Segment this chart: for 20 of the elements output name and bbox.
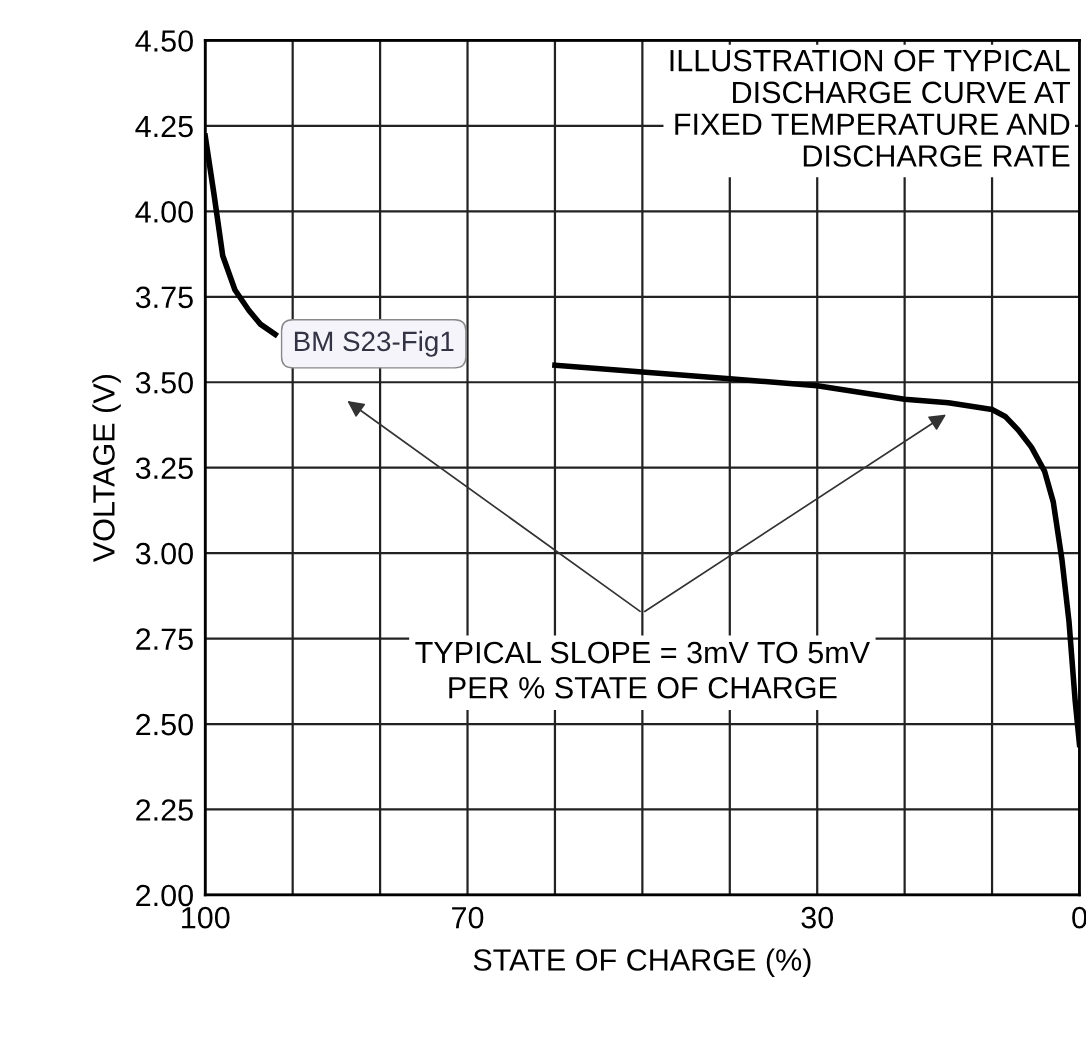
x-tick-label: 70 bbox=[452, 906, 484, 929]
text: ILLUSTRATION OF TYPICAL DISCHARGE CURVE AT FIXED TEMPERATURE AND DISCHARGE RATE bbox=[670, 49, 1071, 167]
y-tick-label: 2.50 bbox=[136, 713, 193, 736]
y-tick-label: 3.00 bbox=[135, 542, 193, 565]
y-tick-label: 3.50 bbox=[135, 371, 193, 394]
x-tick-label: 100 bbox=[182, 906, 230, 929]
y-tick-label: 2.75 bbox=[136, 628, 193, 650]
x-tick-label: 30 bbox=[801, 906, 834, 929]
y-tick-label: 4.25 bbox=[135, 115, 193, 138]
annotation: TYPICAL SLOPE = 3mV TO 5mV PER % STATE OF CHARGE bbox=[415, 641, 870, 699]
x-axis-title: STATE OF CHARGE (%) bbox=[473, 948, 811, 977]
annotation: BM S23-Fig1 bbox=[294, 330, 454, 357]
y-tick-label: 2.25 bbox=[136, 799, 193, 821]
y-tick-label: 3.75 bbox=[135, 286, 193, 309]
y-tick-label: 3.25 bbox=[135, 457, 193, 480]
y-axis-title: VOLTAGE (V) bbox=[92, 375, 121, 563]
y-tick-label: 4.50 bbox=[135, 30, 193, 52]
y-tick-label: 4.00 bbox=[135, 201, 193, 223]
x-tick-label: 0 bbox=[1072, 906, 1086, 929]
y-tick-label: 2.00 bbox=[136, 884, 193, 907]
